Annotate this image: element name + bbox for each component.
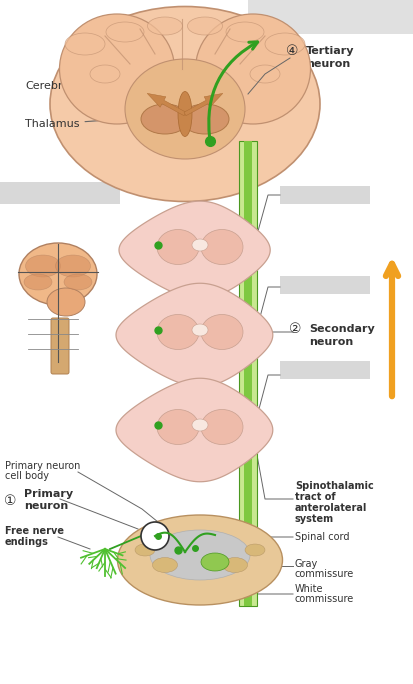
Ellipse shape	[19, 243, 97, 305]
Ellipse shape	[106, 22, 144, 42]
Text: Spinal cord: Spinal cord	[294, 532, 349, 542]
Ellipse shape	[201, 230, 242, 265]
Text: Thalamus: Thalamus	[25, 114, 189, 129]
Ellipse shape	[192, 324, 207, 336]
Ellipse shape	[187, 17, 222, 35]
FancyBboxPatch shape	[247, 0, 413, 34]
Text: cell body: cell body	[5, 471, 49, 481]
Polygon shape	[116, 283, 272, 386]
Ellipse shape	[147, 17, 182, 35]
Text: Tertiary: Tertiary	[305, 46, 354, 56]
Text: tract of: tract of	[294, 492, 335, 502]
FancyBboxPatch shape	[0, 182, 120, 204]
Ellipse shape	[195, 14, 310, 124]
Ellipse shape	[244, 544, 264, 556]
Ellipse shape	[225, 22, 263, 42]
Text: ②: ②	[288, 322, 301, 336]
Ellipse shape	[125, 59, 244, 159]
Text: Gray: Gray	[294, 559, 318, 569]
Ellipse shape	[150, 530, 249, 580]
Ellipse shape	[117, 515, 282, 605]
Ellipse shape	[55, 255, 90, 277]
FancyArrow shape	[147, 94, 185, 116]
Ellipse shape	[135, 544, 154, 556]
Text: ①: ①	[4, 494, 16, 508]
Circle shape	[141, 522, 169, 550]
Ellipse shape	[157, 230, 199, 265]
Polygon shape	[119, 201, 270, 299]
Ellipse shape	[152, 557, 177, 573]
Ellipse shape	[222, 557, 247, 573]
Ellipse shape	[192, 239, 207, 251]
Ellipse shape	[47, 288, 85, 316]
Text: neuron: neuron	[24, 501, 68, 511]
Text: Spinothalamic: Spinothalamic	[294, 481, 373, 491]
Text: Primary: Primary	[24, 489, 73, 499]
Text: commissure: commissure	[294, 569, 354, 579]
Ellipse shape	[264, 33, 304, 55]
Text: system: system	[294, 514, 333, 524]
Ellipse shape	[201, 553, 228, 571]
Ellipse shape	[141, 104, 189, 134]
Text: endings: endings	[5, 537, 49, 547]
FancyBboxPatch shape	[238, 141, 256, 606]
Ellipse shape	[249, 65, 279, 83]
Text: Secondary: Secondary	[308, 324, 374, 334]
Ellipse shape	[157, 315, 199, 350]
Ellipse shape	[90, 65, 120, 83]
Ellipse shape	[65, 33, 105, 55]
FancyBboxPatch shape	[279, 361, 369, 379]
Text: Primary neuron: Primary neuron	[5, 461, 80, 471]
Ellipse shape	[201, 410, 242, 445]
Polygon shape	[116, 378, 272, 482]
Ellipse shape	[64, 274, 92, 290]
Ellipse shape	[180, 104, 228, 134]
FancyBboxPatch shape	[51, 318, 69, 374]
Text: White: White	[294, 584, 323, 594]
Ellipse shape	[157, 410, 199, 445]
FancyArrow shape	[184, 94, 222, 116]
Ellipse shape	[50, 7, 319, 202]
FancyBboxPatch shape	[279, 186, 369, 204]
Text: neuron: neuron	[308, 337, 352, 347]
Ellipse shape	[192, 419, 207, 431]
Ellipse shape	[201, 315, 242, 350]
Text: anterolateral: anterolateral	[294, 503, 366, 513]
Text: ④: ④	[285, 44, 297, 58]
Ellipse shape	[59, 14, 174, 124]
Ellipse shape	[26, 255, 60, 277]
Ellipse shape	[24, 274, 52, 290]
Text: commissure: commissure	[294, 594, 354, 604]
FancyBboxPatch shape	[279, 276, 369, 294]
Ellipse shape	[178, 92, 192, 137]
FancyBboxPatch shape	[243, 141, 252, 606]
Text: Free nerve: Free nerve	[5, 526, 64, 536]
Text: Cerebrum: Cerebrum	[25, 81, 172, 91]
Text: neuron: neuron	[305, 59, 349, 69]
